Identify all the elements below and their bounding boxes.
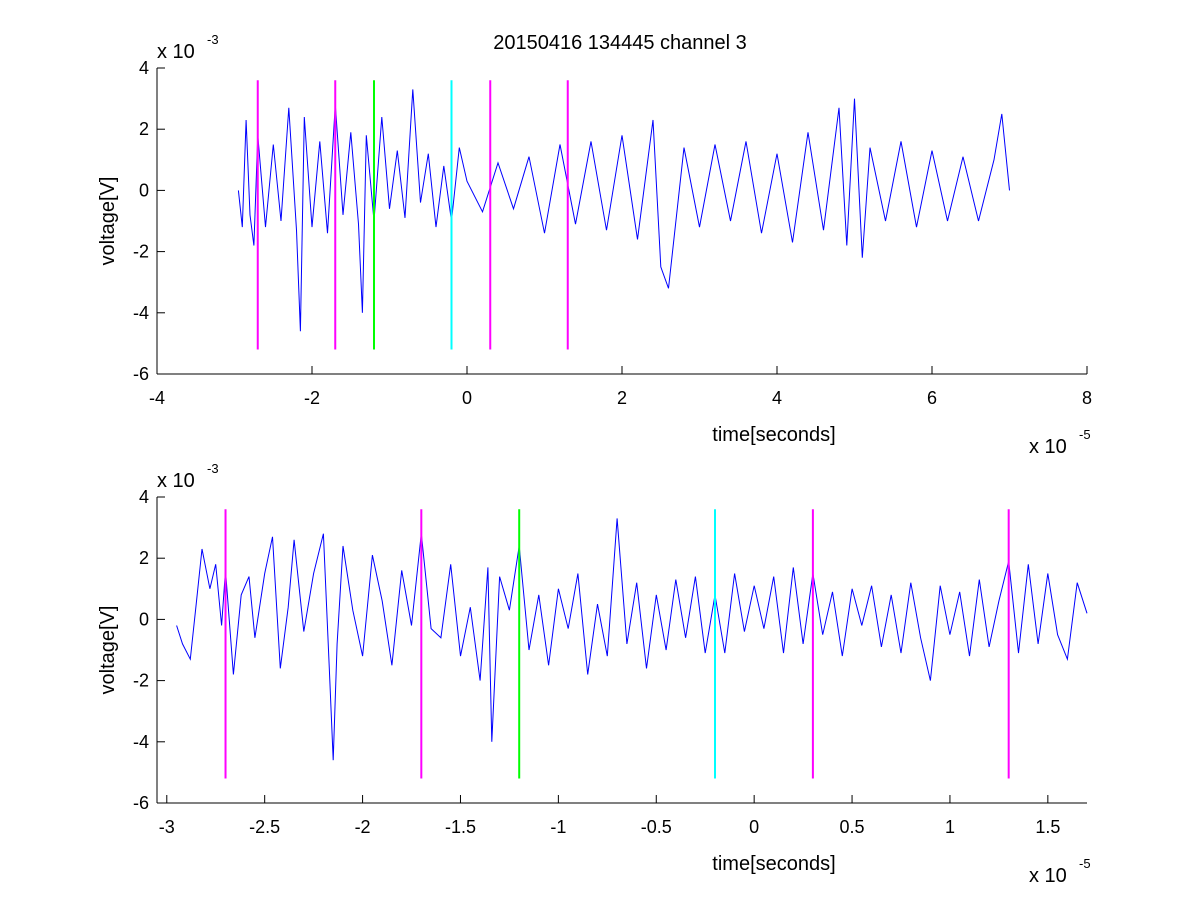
y-tick-label: -2	[133, 242, 149, 262]
y-multiplier: x 10	[157, 470, 195, 492]
y-tick-label: -4	[133, 732, 149, 752]
x-tick-label: 1.5	[1035, 817, 1060, 837]
x-tick-label: 0	[462, 388, 472, 408]
x-tick-label: 0	[749, 817, 759, 837]
x-axis-label: time[seconds]	[712, 853, 835, 875]
x-tick-label: -3	[159, 817, 175, 837]
x-tick-label: -2	[355, 817, 371, 837]
x-tick-label: 1	[945, 817, 955, 837]
x-multiplier-exponent: -5	[1079, 856, 1091, 871]
plot-2: -3 -2.5 -2 -1.5 -1 -0.5 0 0.5 1 1.5 -6 -4 -2 0 2 4 time[…	[97, 461, 1091, 887]
x-tick-label: 4	[772, 388, 782, 408]
y-tick-label: 2	[139, 119, 149, 139]
x-tick-label: 8	[1082, 388, 1092, 408]
y-tick-label: 4	[139, 58, 149, 78]
y-tick-label: -6	[133, 793, 149, 813]
x-multiplier: x 10	[1029, 436, 1067, 458]
chart-title: 20150416 134445 channel 3	[493, 32, 747, 54]
plot-1: -4 -2 0 2 4 6 8-6-4-2024time[seconds]voltage[V…	[97, 32, 1092, 458]
x-tick-label: -1	[550, 817, 566, 837]
x-tick-label: -2.5	[249, 817, 280, 837]
y-tick-label: 2	[139, 548, 149, 568]
y-tick-label: 4	[139, 487, 149, 507]
y-tick-label: 0	[139, 609, 149, 629]
x-tick-label: -1.5	[445, 817, 476, 837]
y-tick-label: -6	[133, 364, 149, 384]
x-multiplier-exponent: -5	[1079, 427, 1091, 442]
x-axis-label: time[seconds]	[712, 424, 835, 446]
x-tick-label: 2	[617, 388, 627, 408]
y-multiplier-exponent: -3	[207, 461, 219, 476]
x-tick-label: -2	[304, 388, 320, 408]
voltage-trace	[176, 518, 1088, 761]
y-multiplier-exponent: -3	[207, 32, 219, 47]
x-tick-label: -0.5	[641, 817, 672, 837]
y-multiplier: x 10	[157, 41, 195, 63]
x-tick-label: 6	[927, 388, 937, 408]
y-axis-label: voltage[V]	[97, 177, 119, 266]
y-tick-label: -2	[133, 671, 149, 691]
x-tick-label: -4	[149, 388, 165, 408]
x-tick-label: 0.5	[840, 817, 865, 837]
y-tick-label: 0	[139, 180, 149, 200]
voltage-trace	[237, 89, 1010, 332]
y-tick-label: -4	[133, 303, 149, 323]
y-axis-label: voltage[V]	[97, 606, 119, 695]
x-multiplier: x 10	[1029, 865, 1067, 887]
